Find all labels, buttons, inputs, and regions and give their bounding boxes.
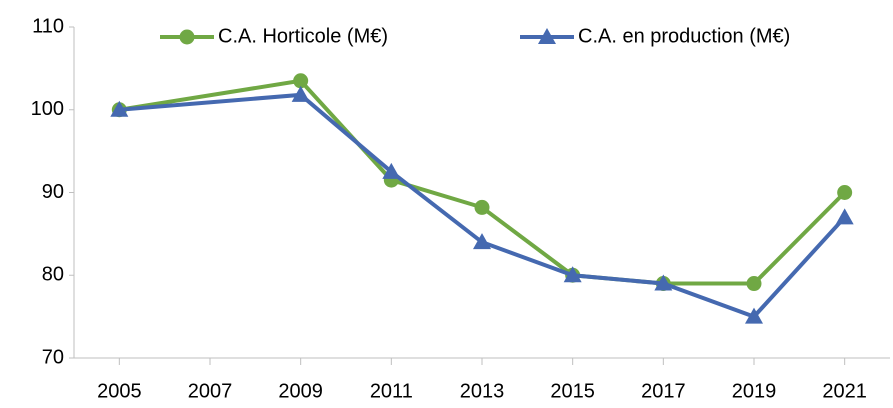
x-tick-label: 2021 — [822, 380, 867, 402]
data-point — [474, 199, 490, 215]
x-tick-label: 2005 — [97, 380, 142, 402]
x-tick-label: 2019 — [732, 380, 777, 402]
legend-marker — [179, 29, 195, 45]
data-point — [110, 100, 129, 117]
y-tick-label: 100 — [31, 98, 64, 120]
legend-label: C.A. en production (M€) — [578, 25, 790, 47]
y-tick-label: 90 — [42, 181, 64, 203]
series-line — [119, 92, 847, 319]
series-line — [119, 78, 847, 286]
data-point — [654, 274, 673, 291]
data-point — [473, 233, 491, 250]
x-tick-label: 2009 — [278, 380, 323, 402]
y-tick-label: 70 — [42, 346, 64, 368]
data-point — [382, 162, 401, 179]
legend-label: C.A. Horticole (M€) — [218, 25, 388, 47]
x-tick-label: 2007 — [188, 380, 233, 402]
data-point — [745, 307, 763, 324]
data-point — [835, 208, 854, 225]
data-point — [293, 73, 309, 89]
x-tick-label: 2011 — [370, 380, 413, 402]
x-tick-label: 2013 — [460, 380, 505, 402]
x-tick-label: 2015 — [550, 380, 595, 402]
y-tick-label: 80 — [42, 264, 64, 286]
legend-marker — [538, 28, 556, 44]
data-point — [837, 185, 853, 200]
y-tick-label: 110 — [32, 15, 64, 37]
x-tick-label: 2017 — [641, 380, 686, 402]
data-point — [291, 85, 310, 102]
data-point — [746, 276, 762, 292]
data-point — [563, 266, 582, 283]
